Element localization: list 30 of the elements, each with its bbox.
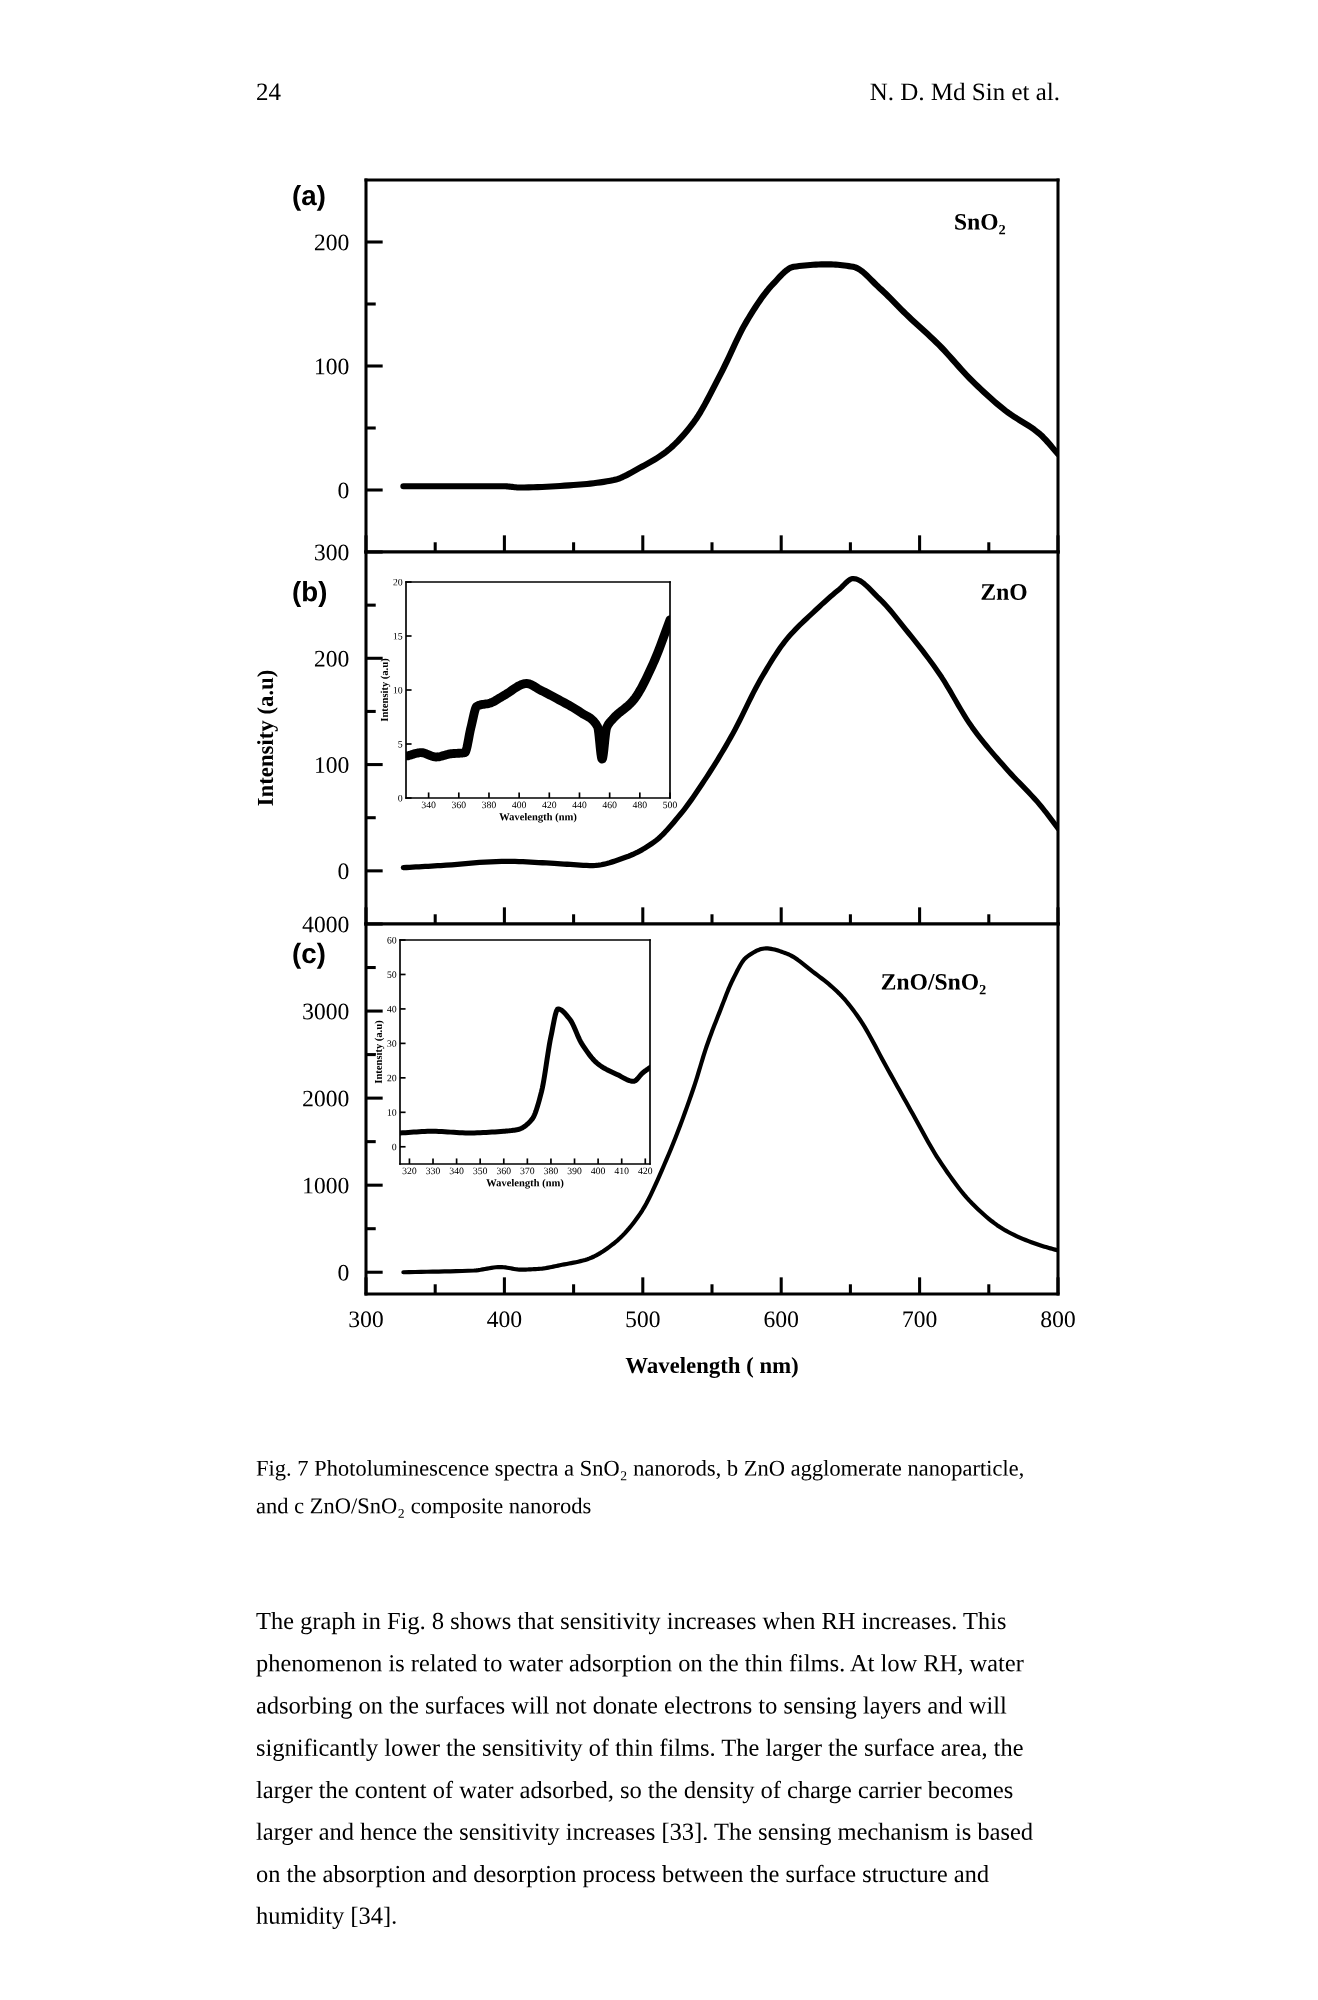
y-axis-title: Intensity (a.u) [257,670,278,806]
y-tick-label: 0 [338,482,349,499]
y-tick-label: 2000 [303,1090,349,1107]
y-tick-label: 3000 [303,1003,349,1020]
caption: Fig. 7 Photoluminescence spectra a SnO₂ nanorods, b ZnO agglomerate nanoparticle, and c ZnO/SnO₂ composite nanorods [256,1460,1023,1519]
y-tick-label: 0 [338,1264,349,1281]
text: (c) [293,942,325,969]
text: 24 [257,83,281,101]
annotation: ZnO [981,584,1027,600]
y-tick-label: 100 [315,358,349,375]
y-tick-label: 4000 [302,916,349,933]
x-tick-label: 300 [349,1311,383,1328]
y-tick-label: 200 [314,650,349,667]
y-tick-label: 1000 [304,1177,349,1194]
y-tick-label: 100 [315,757,349,773]
text: N. D. Md Sin et al. [870,82,1059,101]
text: (b) [293,581,327,607]
y-tick-label: 200 [314,234,349,251]
annotation: ZnO/SnO₂ [881,973,986,995]
chart-title: (a) [293,184,325,211]
y-tick-label: 300 [315,544,349,561]
x-tick-label: 400 [487,1311,522,1328]
x-tick-label: 800 [1041,1311,1075,1328]
y-tick-label: 0 [338,863,349,880]
x-tick-label: 500 [626,1311,660,1328]
annotation: SnO₂ [955,213,1006,235]
text: The graph in Fig. 8 shows that sensitivity increases when RH increases. This phenomenon is related to water adsorption on the thin films. At low RH, water adsorbing on the surfaces will not donate electrons to sensing layers and will significantly lower the sensitivity of thin films. The larger the surface area, the larger the content of water adsorbed, so the density of charge carrier becomes larger and hence the sensitivity increases [33]. The sensing mechanism is based on the absorption and desorption process between the surface structure and humidity [34]. [256,1612,1033,1929]
x-tick-label: 600 [764,1311,799,1328]
x-tick-label: 700 [903,1311,937,1328]
x-axis-title: Wavelength ( nm) [625,1357,798,1378]
